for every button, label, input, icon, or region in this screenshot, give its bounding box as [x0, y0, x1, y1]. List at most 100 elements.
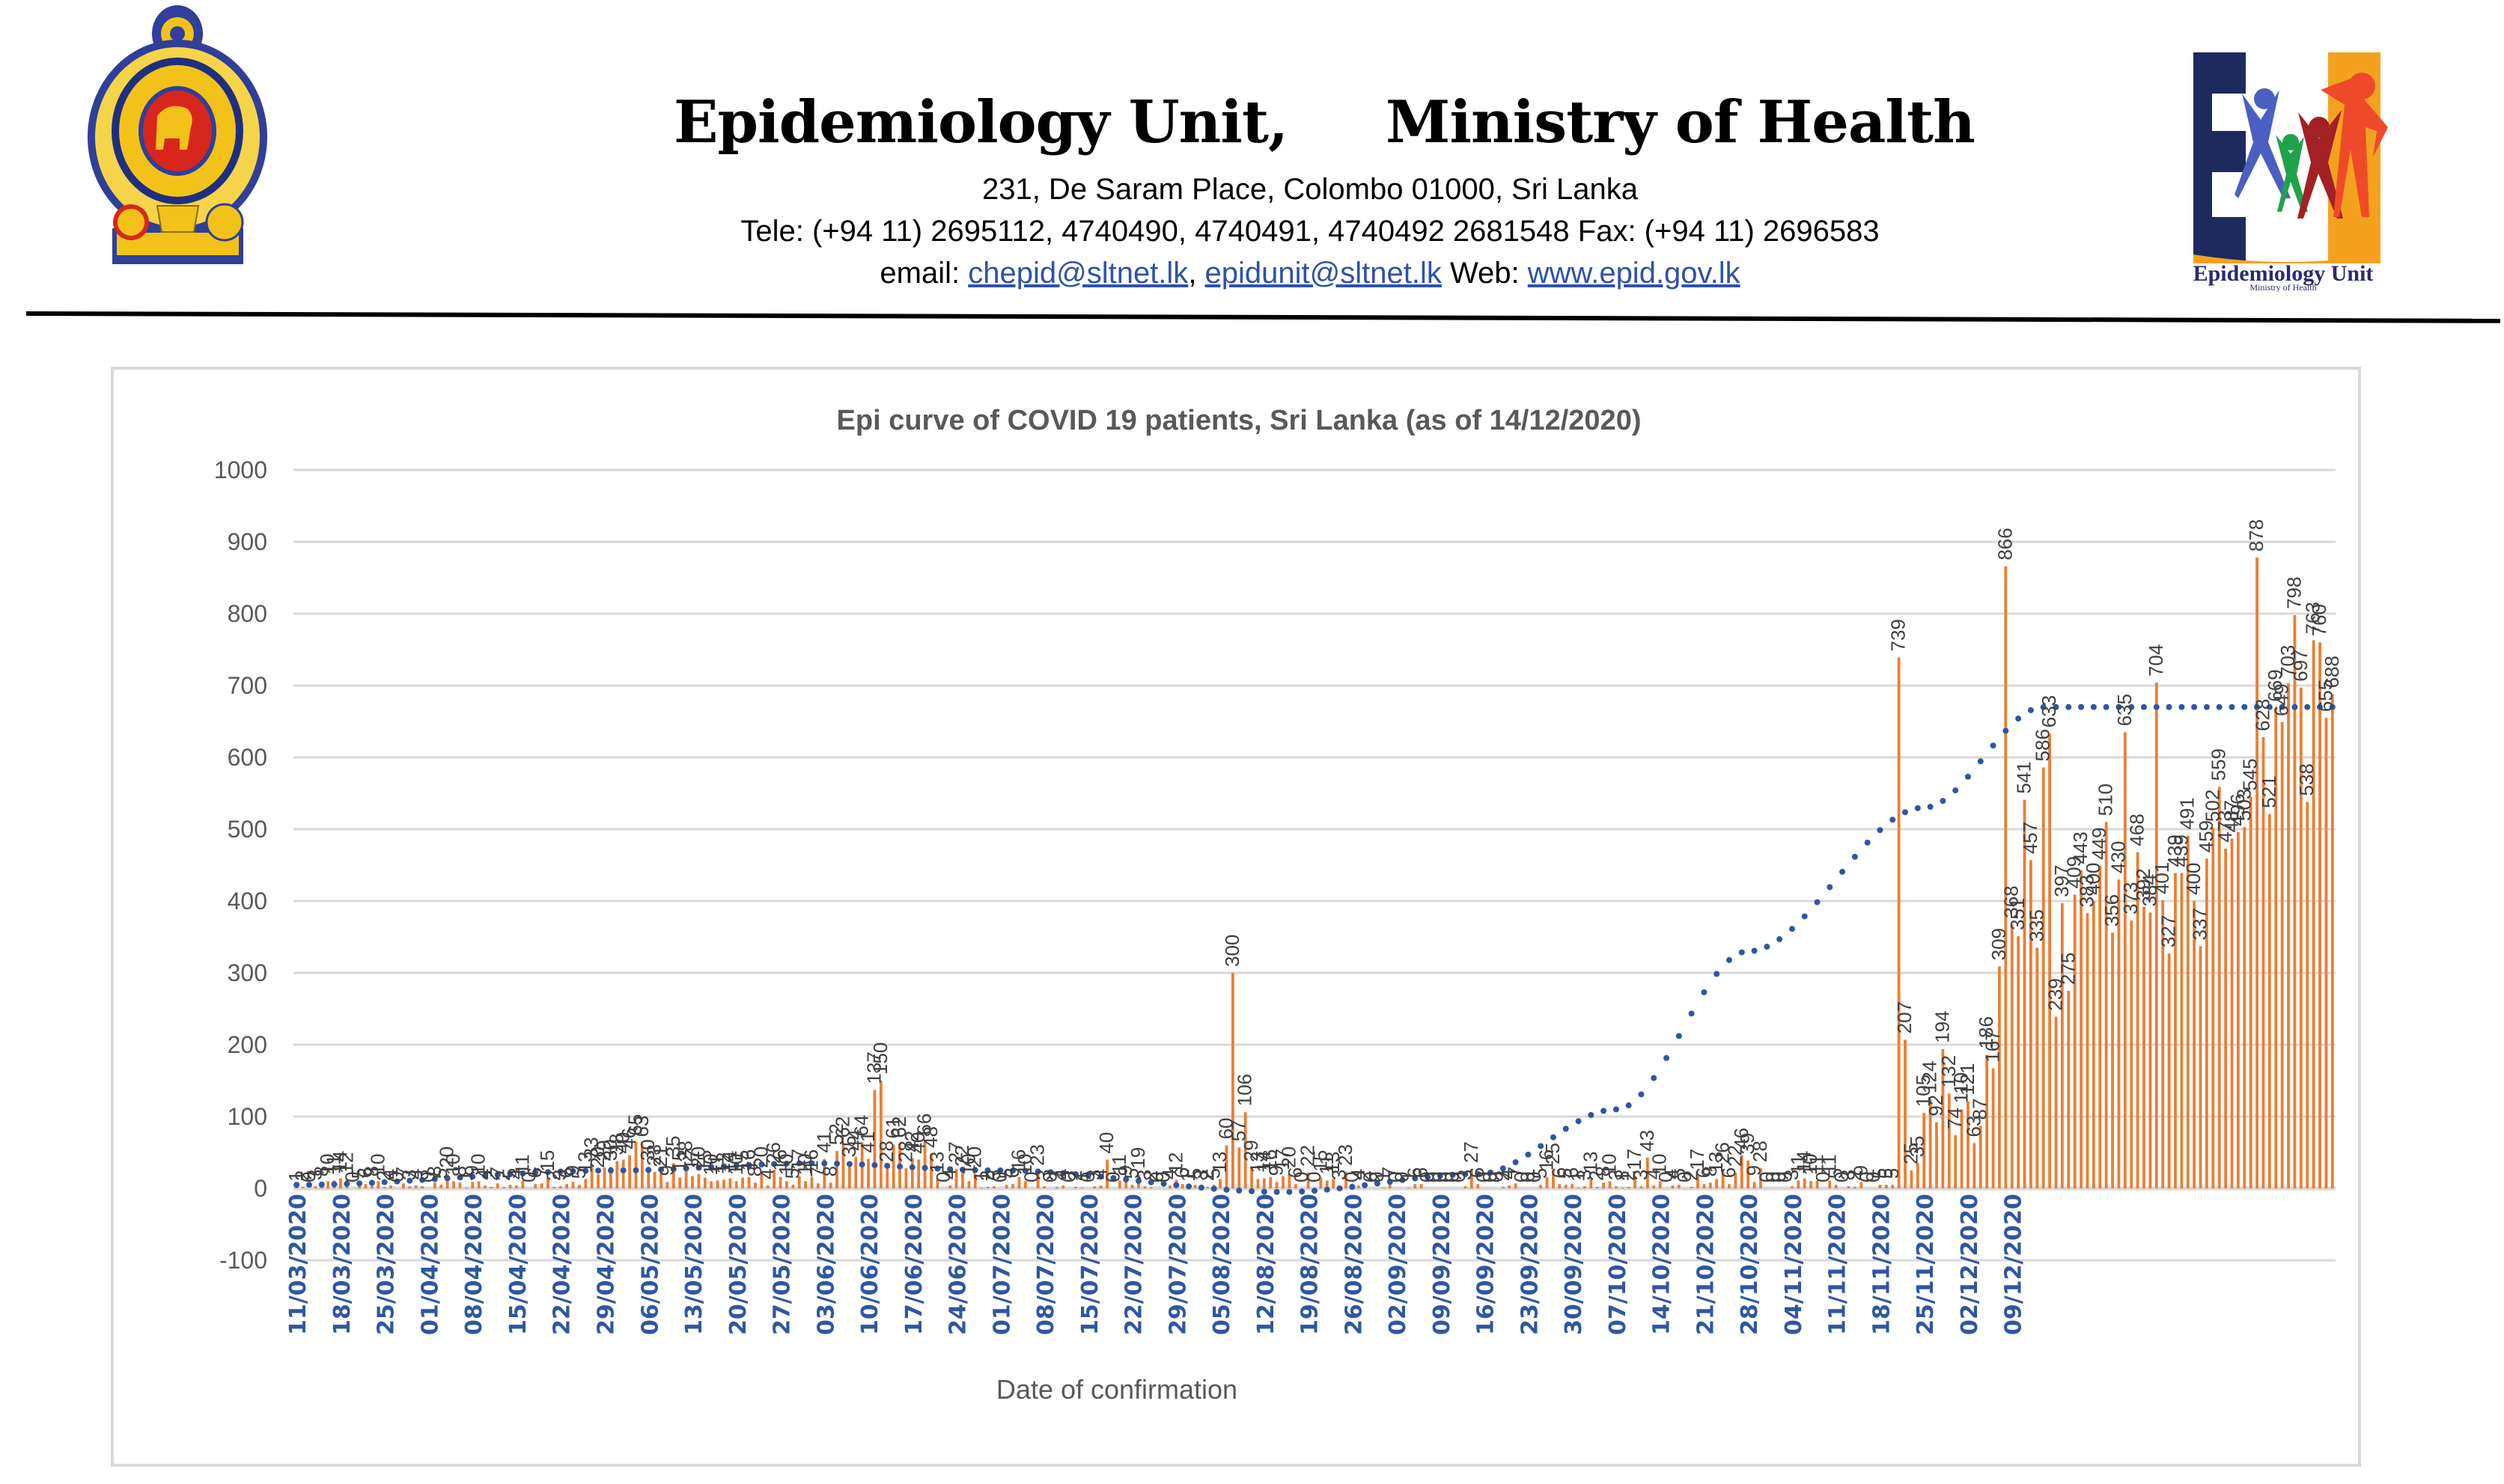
- trendline-point: [2178, 703, 2185, 710]
- data-label: 586: [2032, 729, 2054, 761]
- trendline-point: [1751, 947, 1758, 954]
- trendline-point: [1651, 1075, 1657, 1081]
- data-label: 0: [1478, 1172, 1501, 1182]
- data-label: 25: [1899, 1143, 1922, 1164]
- data-label: 57: [1227, 1120, 1249, 1141]
- x-tick-label: 07/10/2020: [1605, 1194, 1631, 1335]
- bar: [597, 1173, 600, 1188]
- email-link-chepid[interactable]: chepid@sltnet.lk: [968, 257, 1189, 290]
- data-label: 703: [2276, 645, 2299, 677]
- trendline-point: [532, 1170, 539, 1176]
- bar: [747, 1176, 751, 1188]
- bar: [1627, 1187, 1630, 1188]
- bar: [408, 1186, 412, 1188]
- bar: [502, 1187, 506, 1188]
- x-tick-label: 30/09/2020: [1561, 1194, 1587, 1335]
- data-label: 23: [1334, 1144, 1356, 1166]
- bar: [948, 1185, 952, 1188]
- data-label: 13: [1208, 1152, 1231, 1173]
- bar: [534, 1184, 537, 1188]
- data-label: 1: [284, 1171, 307, 1182]
- data-label: 12: [335, 1152, 357, 1174]
- data-label: 15: [668, 1150, 690, 1172]
- data-label: 22: [951, 1145, 973, 1167]
- data-label: 20: [1277, 1146, 1300, 1168]
- data-label: 16: [737, 1149, 760, 1171]
- web-link[interactable]: www.epid.gov.lk: [1527, 257, 1740, 290]
- x-tick-label: 05/08/2020: [1209, 1194, 1235, 1335]
- bar: [1149, 1187, 1153, 1188]
- data-label: 17: [1686, 1149, 1708, 1170]
- bar: [2205, 858, 2208, 1188]
- trendline-point: [368, 1179, 375, 1186]
- bar: [671, 1163, 675, 1188]
- trendline-point: [1688, 1010, 1695, 1017]
- data-label: 7: [530, 1167, 552, 1177]
- bar: [2211, 828, 2215, 1188]
- data-label: 6: [1547, 1167, 1570, 1178]
- bar: [558, 1186, 562, 1188]
- trendline-point: [947, 1166, 954, 1173]
- data-label: 21: [649, 1146, 671, 1167]
- bar: [2193, 901, 2196, 1188]
- trendline-point: [331, 1181, 338, 1188]
- bar: [2255, 558, 2258, 1188]
- trendline-point: [1940, 798, 1946, 804]
- epid-logo-text: Epidemiology Unit: [2193, 261, 2374, 286]
- data-label: 439: [2169, 834, 2192, 867]
- data-label: 4: [1497, 1169, 1520, 1179]
- x-tick-label: 01/04/2020: [417, 1194, 443, 1335]
- x-tick-label: 02/09/2020: [1385, 1194, 1411, 1335]
- trendline-point: [1362, 1182, 1368, 1188]
- bar: [1998, 966, 2001, 1188]
- bar: [823, 1158, 826, 1188]
- trendline-point: [1047, 1169, 1054, 1176]
- bar: [2148, 912, 2152, 1188]
- trendline-point: [2254, 703, 2261, 710]
- data-label: 397: [2050, 864, 2073, 897]
- header-address: 231, De Saram Place, Colombo 01000, Sri …: [981, 173, 1639, 206]
- bar: [703, 1177, 707, 1188]
- data-label: 4: [1660, 1169, 1683, 1179]
- bar: [804, 1181, 807, 1188]
- data-label: 6: [1001, 1167, 1023, 1178]
- data-label: 3: [303, 1170, 326, 1180]
- bar: [728, 1178, 732, 1188]
- data-label: 3: [1453, 1170, 1475, 1180]
- trendline-point: [670, 1166, 677, 1173]
- data-label: 2: [1617, 1170, 1639, 1181]
- bar: [2186, 835, 2190, 1188]
- bar: [2280, 721, 2284, 1188]
- data-label: 559: [2208, 748, 2230, 781]
- bar: [1721, 1170, 1725, 1188]
- data-label: 337: [2189, 908, 2211, 940]
- data-label: 52: [825, 1123, 847, 1145]
- data-label: 697: [2289, 649, 2312, 681]
- bar: [1124, 1182, 1128, 1188]
- bar: [2180, 873, 2184, 1188]
- data-label: 65: [624, 1114, 646, 1136]
- data-label: 7: [1504, 1167, 1526, 1177]
- x-tick-label: 19/08/2020: [1297, 1194, 1323, 1335]
- bar: [1118, 1180, 1121, 1188]
- data-label: 8: [423, 1166, 445, 1176]
- bar: [653, 1171, 657, 1188]
- bar: [779, 1176, 782, 1188]
- bar: [1803, 1178, 1806, 1188]
- data-label: 5: [567, 1168, 590, 1179]
- data-label: 41: [812, 1132, 835, 1153]
- trendline-point: [2153, 703, 2160, 710]
- bar: [1043, 1186, 1046, 1188]
- data-label: 7: [486, 1167, 508, 1177]
- bar: [2243, 827, 2246, 1188]
- y-tick-label: 400: [228, 888, 267, 914]
- trendline-point: [720, 1163, 727, 1170]
- trendline-point: [1060, 1170, 1067, 1176]
- data-label: 635: [2113, 694, 2136, 726]
- data-label: 7: [806, 1167, 829, 1177]
- data-label: 763: [2302, 602, 2324, 634]
- data-label: 449: [2088, 828, 2110, 860]
- bar: [1834, 1185, 1838, 1188]
- bar: [1947, 1093, 1951, 1188]
- email-link-epidunit[interactable]: epidunit@sltnet.lk: [1204, 257, 1442, 290]
